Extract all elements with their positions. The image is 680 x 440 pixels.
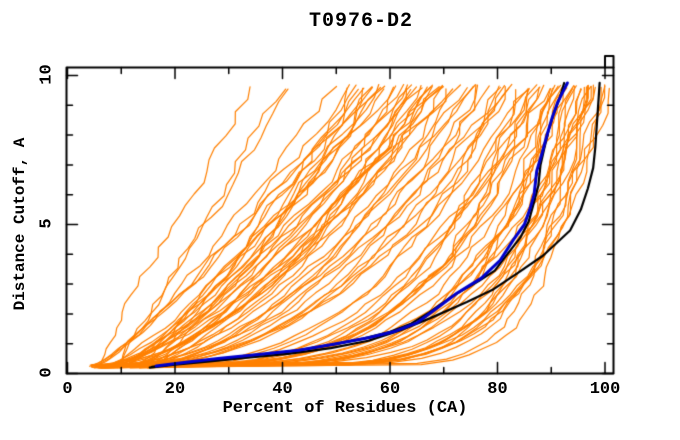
x-tick-label: 20 bbox=[164, 380, 186, 399]
x-axis-label: Percent of Residues (CA) bbox=[222, 399, 468, 418]
y-tick-label: 0 bbox=[37, 366, 57, 378]
x-tick-label: 0 bbox=[62, 380, 73, 399]
x-tick-label: 60 bbox=[379, 380, 401, 399]
chart-title: T0976-D2 bbox=[308, 10, 413, 33]
y-axis-label: Distance Cutoff, A bbox=[11, 137, 29, 311]
y-tick-label: 5 bbox=[37, 217, 57, 229]
y-tick-label: 10 bbox=[37, 63, 57, 85]
x-tick-label: 100 bbox=[589, 380, 621, 399]
x-tick-label: 40 bbox=[272, 380, 293, 399]
x-tick-label: 80 bbox=[487, 380, 508, 399]
